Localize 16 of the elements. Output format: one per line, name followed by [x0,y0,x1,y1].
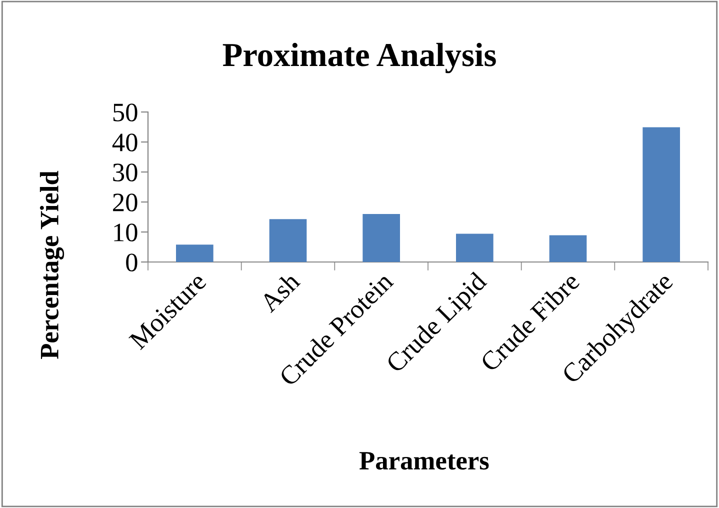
bar [269,219,307,262]
bar [362,214,400,262]
y-tick-label: 0 [126,254,138,272]
y-tick-label: 50 [113,104,138,122]
x-axis-title: Parameters [359,452,489,470]
y-tick-label: 40 [112,134,138,152]
y-axis-title: Percentage Yield [40,170,64,359]
y-tick-label: 10 [114,224,138,242]
bar [642,127,680,262]
y-tick-label: 30 [113,164,138,182]
y-tick-label: 20 [113,194,138,212]
bar [549,235,587,262]
chart-title: Proximate Analysis [222,42,496,74]
bar [456,234,494,262]
x-tick-label: Ash [258,270,301,314]
bar [176,244,214,262]
